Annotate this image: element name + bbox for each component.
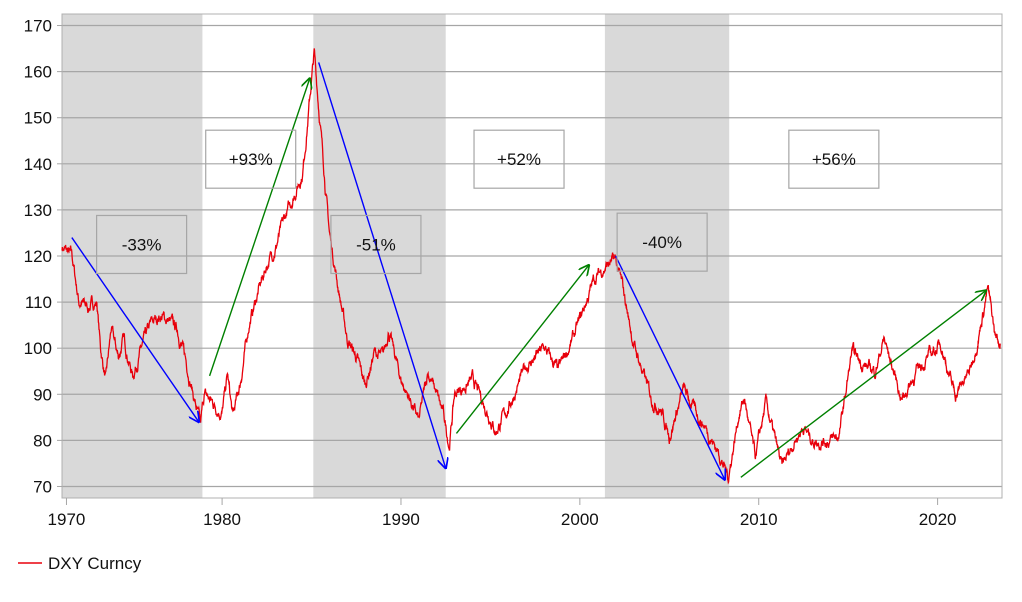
x-tick-label: 2020 bbox=[919, 510, 957, 529]
annotation-label: -40% bbox=[642, 233, 682, 252]
y-tick-label: 130 bbox=[24, 201, 52, 220]
x-tick-label: 1990 bbox=[382, 510, 420, 529]
trend-arrow bbox=[318, 62, 446, 468]
trend-arrow bbox=[614, 255, 725, 480]
annotation-box bbox=[473, 129, 565, 189]
y-tick-label: 170 bbox=[24, 17, 52, 36]
x-axis: 1970 1980 1990 2000 2010 2020 bbox=[48, 498, 957, 529]
annotation-label: -51% bbox=[356, 235, 396, 254]
y-tick-label: 80 bbox=[33, 431, 52, 450]
y-tick-label: 160 bbox=[24, 63, 52, 82]
y-tick-label: 100 bbox=[24, 339, 52, 358]
annotation-label: +93% bbox=[229, 150, 273, 169]
y-tick-label: 90 bbox=[33, 385, 52, 404]
trend-arrow bbox=[208, 79, 310, 377]
y-tick-label: 110 bbox=[25, 293, 52, 312]
annotation-box bbox=[330, 214, 422, 275]
annotation-box bbox=[788, 129, 880, 189]
gridlines bbox=[62, 24, 1002, 488]
series-line-dxy bbox=[61, 48, 1001, 485]
y-axis: 70 80 90 100 110 120 130 140 150 160 170 bbox=[24, 17, 62, 496]
trend-arrow bbox=[740, 291, 986, 478]
legend: DXY Curncy bbox=[18, 554, 142, 573]
annotation-label: +56% bbox=[812, 150, 856, 169]
x-tick-label: 1980 bbox=[203, 510, 241, 529]
annotation-box bbox=[616, 212, 708, 272]
annotations: -33% +93% -51% +52% -40% +56% bbox=[71, 62, 986, 480]
x-tick-label: 2010 bbox=[740, 510, 778, 529]
y-tick-label: 70 bbox=[33, 477, 52, 496]
x-tick-label: 1970 bbox=[48, 510, 86, 529]
legend-label: DXY Curncy bbox=[48, 554, 142, 573]
y-tick-label: 120 bbox=[24, 247, 52, 266]
trend-arrow bbox=[71, 237, 199, 422]
annotation-box bbox=[205, 129, 297, 189]
y-tick-label: 140 bbox=[24, 155, 52, 174]
trend-arrow bbox=[455, 265, 588, 434]
annotation-box bbox=[96, 214, 188, 275]
series-layer bbox=[61, 48, 1001, 485]
annotation-label: -33% bbox=[122, 235, 162, 254]
x-tick-label: 2000 bbox=[561, 510, 599, 529]
y-tick-label: 150 bbox=[24, 109, 52, 128]
annotation-label: +52% bbox=[497, 150, 541, 169]
